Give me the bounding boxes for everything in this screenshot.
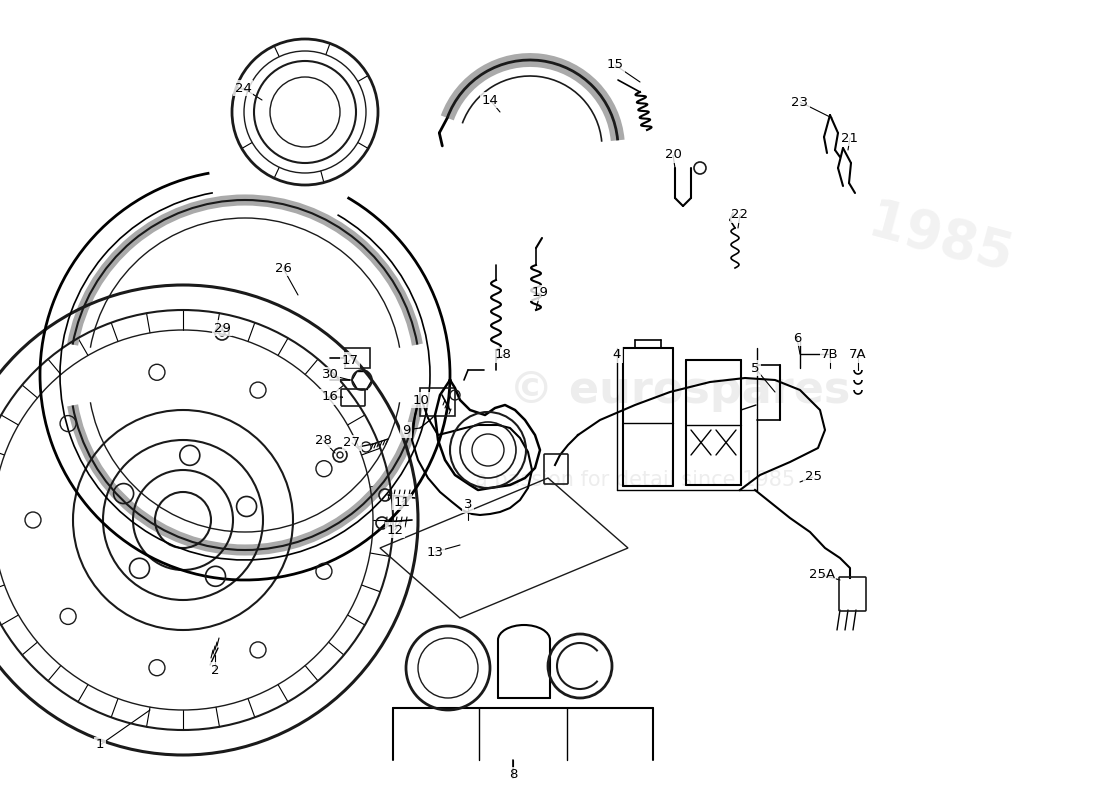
Text: 7A: 7A: [849, 349, 867, 362]
Text: 25: 25: [804, 470, 822, 483]
Text: 30: 30: [321, 369, 339, 382]
Text: 14: 14: [482, 94, 498, 106]
Text: 12: 12: [386, 523, 404, 537]
Text: 20: 20: [664, 149, 681, 162]
Text: 21: 21: [842, 131, 858, 145]
Text: 10: 10: [412, 394, 429, 406]
Text: © eurospares: © eurospares: [509, 369, 850, 411]
Text: 2: 2: [211, 663, 219, 677]
Text: 17: 17: [341, 354, 359, 366]
Text: 13: 13: [427, 546, 443, 558]
Text: 19: 19: [531, 286, 549, 299]
Text: 25A: 25A: [808, 569, 835, 582]
Text: 15: 15: [606, 58, 624, 71]
Text: 16: 16: [321, 390, 339, 403]
Text: 6: 6: [793, 331, 801, 345]
Text: 5: 5: [750, 362, 759, 374]
Text: 1985: 1985: [862, 196, 1018, 284]
Text: 4: 4: [613, 349, 621, 362]
Text: 8: 8: [509, 769, 517, 782]
Text: 22: 22: [732, 209, 748, 222]
Text: 7B: 7B: [822, 349, 839, 362]
Text: 9: 9: [402, 423, 410, 437]
Text: 23: 23: [792, 95, 808, 109]
Text: a passion for detail since 1985: a passion for detail since 1985: [475, 470, 795, 490]
Text: 18: 18: [495, 349, 512, 362]
Text: 26: 26: [275, 262, 292, 274]
Text: 29: 29: [213, 322, 230, 334]
Text: 3: 3: [464, 498, 472, 511]
Text: 24: 24: [234, 82, 252, 94]
Text: 28: 28: [315, 434, 331, 446]
Text: 1: 1: [96, 738, 104, 751]
Text: 11: 11: [394, 495, 410, 509]
Text: 27: 27: [343, 437, 361, 450]
